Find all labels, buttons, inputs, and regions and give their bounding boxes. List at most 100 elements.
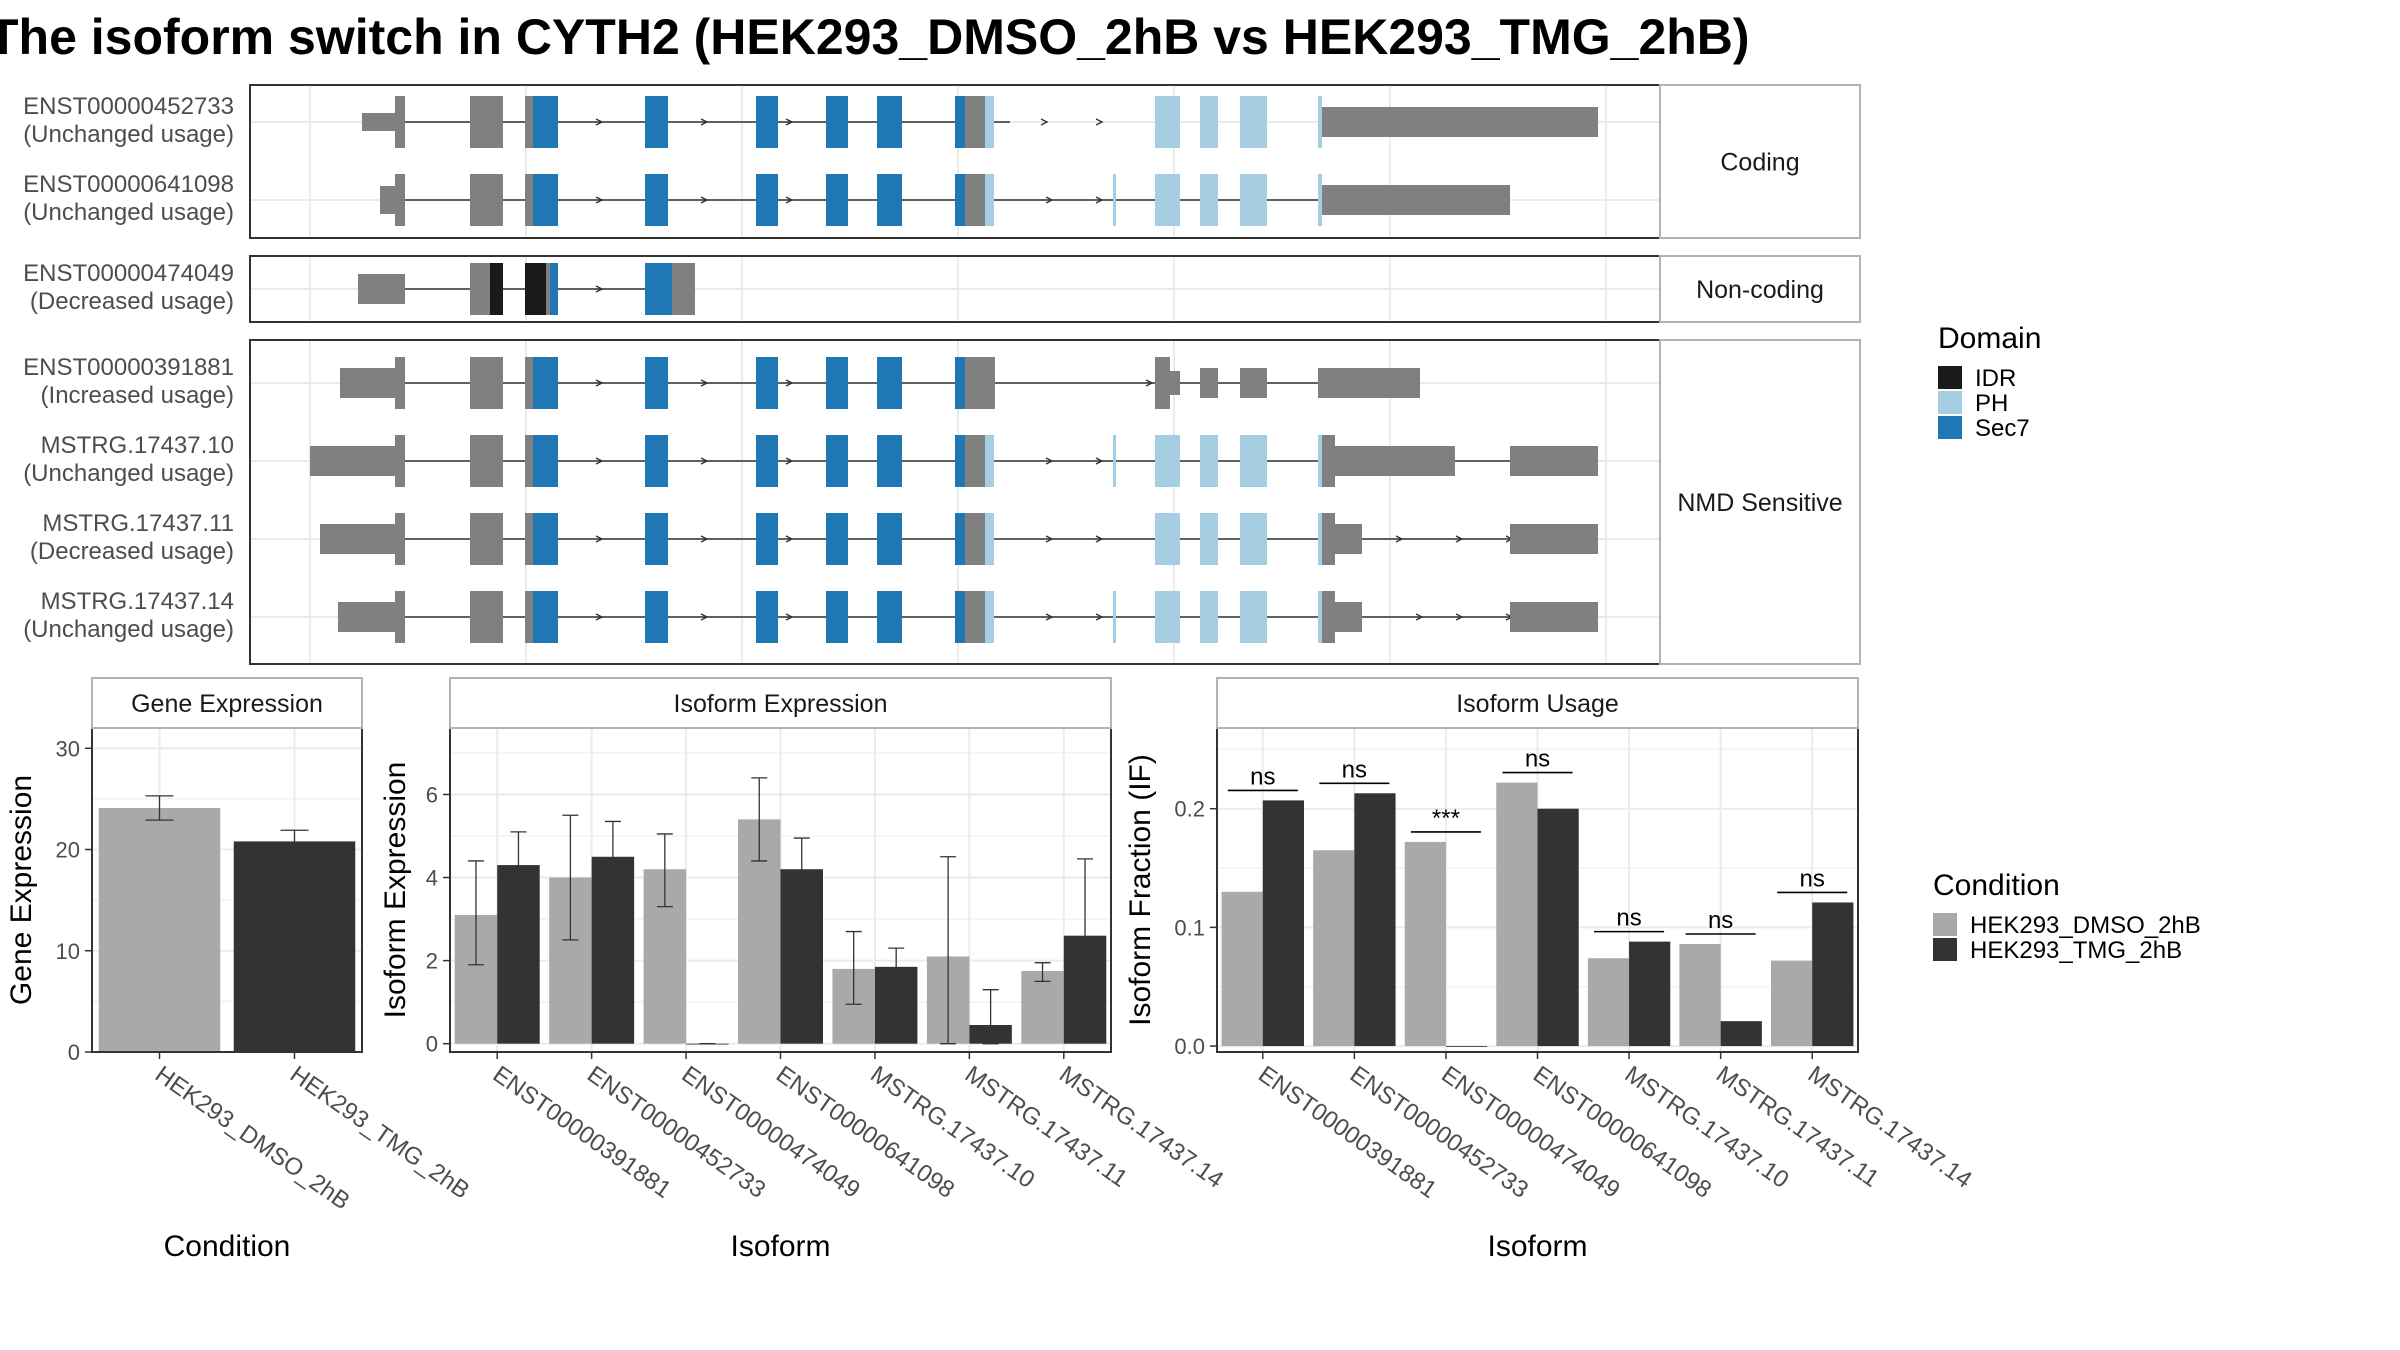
domain-sec7 (877, 357, 902, 409)
domain-ph (1200, 174, 1218, 226)
facet-strip (91, 677, 363, 729)
transcript-row (310, 435, 1598, 487)
transcript-usage-label: (Unchanged usage) (23, 199, 234, 226)
bar (497, 865, 540, 1044)
domain-sec7 (533, 513, 558, 565)
domain-sec7 (645, 357, 668, 409)
bar (1262, 800, 1304, 1047)
x-tick-label: MSTRG.17437.11 (1711, 1061, 1883, 1193)
facet-strip (1216, 677, 1859, 729)
legend-label: Sec7 (1975, 415, 2030, 442)
legend-key-condition (1933, 938, 1957, 961)
legend-title: Condition (1933, 869, 2060, 902)
domain-sec7 (645, 591, 668, 643)
domain-ph (1113, 591, 1116, 643)
exon-block (975, 591, 985, 643)
transcript-id-label: ENST00000641098 (23, 171, 234, 198)
domain-idr (490, 263, 503, 315)
exon-block (1322, 513, 1335, 565)
direction-arrow (595, 285, 604, 293)
exon-block (395, 357, 405, 409)
domain-ph (1318, 96, 1322, 148)
chart-title: Isoform Expression (674, 690, 888, 718)
bar (1537, 808, 1579, 1047)
domain-ph (985, 513, 994, 565)
exon-block (1322, 185, 1510, 215)
domain-ph (985, 435, 994, 487)
facet-strip (1659, 84, 1861, 239)
transcript-id-label: MSTRG.17437.10 (41, 432, 234, 459)
domain-ph (1155, 174, 1180, 226)
transcript-row (338, 591, 1598, 643)
exon-block (975, 513, 985, 565)
y-axis-label: Isoform Fraction (IF) (1124, 754, 1157, 1026)
legend-label: IDR (1975, 365, 2016, 392)
exon-block (470, 591, 503, 643)
direction-arrow (785, 457, 794, 465)
direction-arrow (595, 535, 604, 543)
domain-ph (1318, 435, 1322, 487)
chart-title: Gene Expression (131, 690, 323, 718)
transcript-usage-label: (Decreased usage) (30, 288, 234, 315)
legend-key-idr (1938, 366, 1962, 389)
direction-arrow (1455, 535, 1464, 543)
domain-ph (1200, 96, 1218, 148)
exon-block (470, 357, 503, 409)
exon-block (395, 96, 405, 148)
direction-arrow (1145, 379, 1154, 387)
direction-arrow (700, 457, 709, 465)
direction-arrow (700, 196, 709, 204)
transcript-id-label: ENST00000452733 (23, 93, 234, 120)
domain-sec7 (756, 435, 778, 487)
domain-ph (985, 96, 994, 148)
domain-sec7 (756, 591, 778, 643)
significance-label: ns (1250, 763, 1275, 790)
transcript-usage-label: (Decreased usage) (30, 538, 234, 565)
exon-block (525, 174, 533, 226)
significance-label: *** (1432, 805, 1460, 832)
exon-block (310, 446, 395, 476)
transcript-group-coding: ENST00000452733 (Unchanged usage)ENST0000… (23, 84, 1861, 239)
exon-block (1335, 602, 1362, 632)
exon-block (1322, 591, 1335, 643)
x-tick-label: MSTRG.17437.11 (960, 1061, 1132, 1193)
domain-sec7 (955, 174, 965, 226)
exon-block (965, 357, 995, 409)
transcript-row (380, 174, 1510, 226)
domain-sec7 (645, 263, 672, 315)
domain-ph (1240, 591, 1267, 643)
facet-strip (1659, 339, 1861, 665)
y-axis-label: Isoform Expression (379, 762, 412, 1019)
domain-sec7 (645, 174, 668, 226)
domain-sec7 (756, 96, 778, 148)
x-tick-label: MSTRG.17437.14 (1054, 1061, 1228, 1194)
domain-ph (1200, 591, 1218, 643)
direction-arrow (1045, 457, 1054, 465)
exon-block (975, 174, 985, 226)
exon-block (1318, 368, 1420, 398)
domain-sec7 (955, 513, 965, 565)
y-tick-label: 0 (68, 1040, 80, 1065)
direction-arrow (1095, 613, 1104, 621)
significance-label: ns (1342, 756, 1367, 783)
legend-label: PH (1975, 390, 2008, 417)
y-tick-label: 0.2 (1174, 797, 1205, 822)
exon-block (525, 591, 533, 643)
direction-arrow (595, 196, 604, 204)
domain-sec7 (877, 435, 902, 487)
exon-block (975, 96, 985, 148)
direction-arrow (785, 118, 794, 126)
bar (1354, 793, 1396, 1047)
direction-arrow (785, 196, 794, 204)
domain-sec7 (645, 96, 668, 148)
domain-sec7 (756, 357, 778, 409)
exon-block (1335, 446, 1455, 476)
legend-key-ph (1938, 391, 1962, 414)
facet-strip-label: Coding (1720, 149, 1799, 177)
exon-block (1335, 524, 1362, 554)
exon-block (525, 357, 533, 409)
domain-sec7 (533, 357, 558, 409)
bar (1496, 782, 1538, 1047)
exon-block (965, 591, 975, 643)
transcript-row (358, 263, 695, 315)
